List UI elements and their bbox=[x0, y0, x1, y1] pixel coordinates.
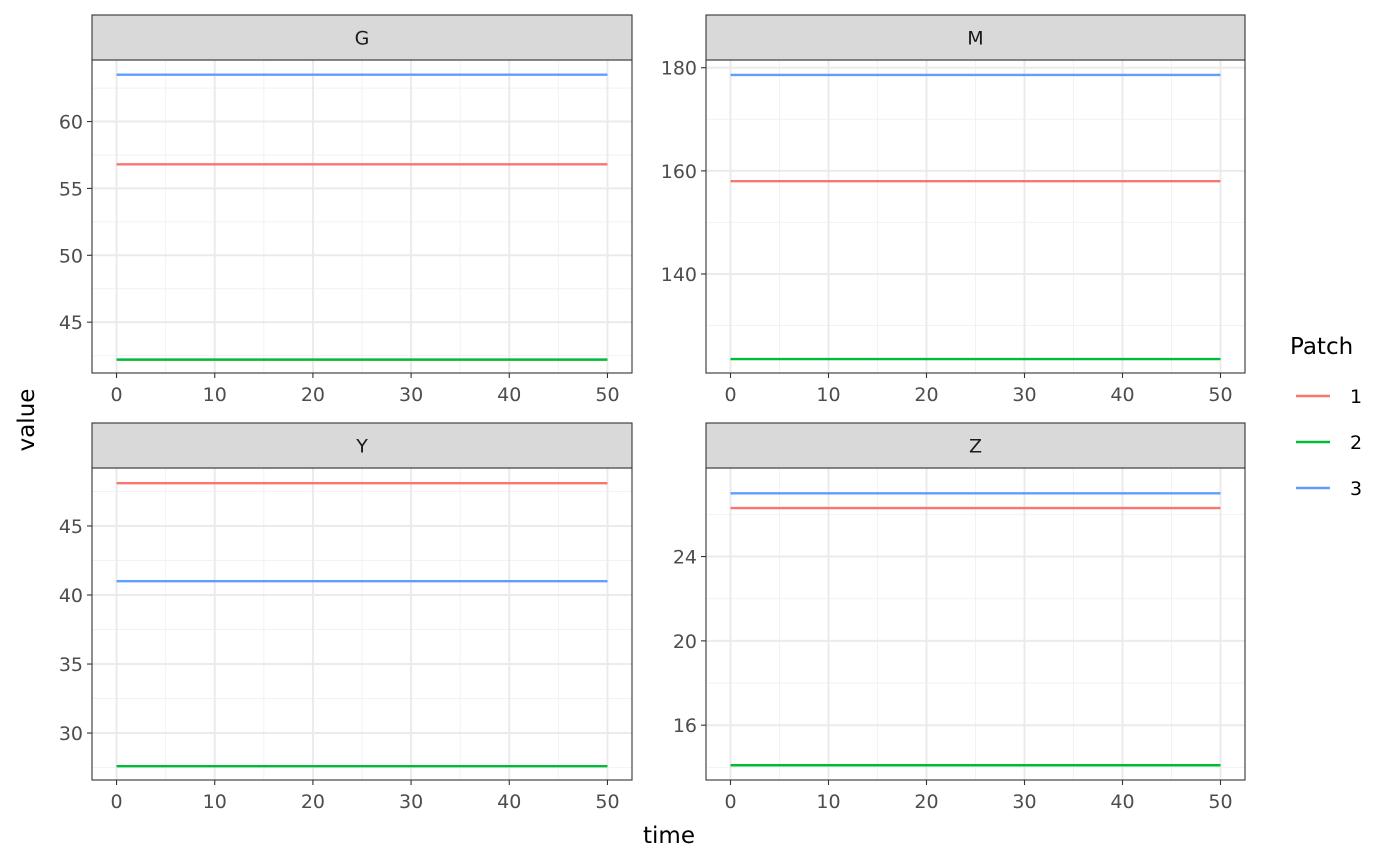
facet-panel-M: M 0 10 20 30 40 50 140 160 180 bbox=[661, 14, 1246, 406]
x-tick-label: 0 bbox=[724, 791, 736, 813]
facet-strip bbox=[705, 422, 1246, 469]
x-tick-label: 40 bbox=[497, 791, 521, 813]
legend-label: 3 bbox=[1350, 478, 1362, 500]
legend-label: 2 bbox=[1350, 432, 1362, 454]
x-tick-label: 40 bbox=[1110, 791, 1134, 813]
y-tick-label: 180 bbox=[661, 58, 697, 80]
x-tick-label: 30 bbox=[1012, 791, 1036, 813]
y-tick-label: 45 bbox=[59, 516, 83, 538]
y-tick-label: 24 bbox=[673, 547, 697, 569]
legend-label: 1 bbox=[1350, 386, 1362, 408]
facet-strip-label: Z bbox=[969, 436, 982, 458]
y-tick-label: 60 bbox=[59, 112, 83, 134]
y-tick-label: 16 bbox=[673, 715, 697, 737]
y-axis-title: value bbox=[14, 389, 40, 452]
x-tick-label: 50 bbox=[1208, 384, 1232, 406]
facet-strip bbox=[705, 14, 1246, 61]
x-tick-label: 50 bbox=[595, 791, 619, 813]
y-tick-label: 160 bbox=[661, 161, 697, 183]
facet-panel-G: G 0 10 20 30 40 50 45 50 55 60 bbox=[59, 14, 633, 406]
facet-strip-label: G bbox=[355, 28, 370, 50]
y-tick-label: 140 bbox=[661, 264, 697, 286]
legend-title: Patch bbox=[1290, 334, 1353, 360]
facet-panel-Z: Z 0 10 20 30 40 50 16 20 24 bbox=[673, 422, 1246, 813]
legend-entry-3: 3 bbox=[1296, 478, 1362, 500]
x-tick-label: 20 bbox=[301, 791, 325, 813]
x-tick-label: 20 bbox=[914, 384, 938, 406]
facet-strip-label: Y bbox=[355, 436, 368, 458]
y-tick-label: 50 bbox=[59, 245, 83, 267]
y-tick-label: 20 bbox=[673, 631, 697, 653]
x-tick-label: 40 bbox=[1110, 384, 1134, 406]
x-tick-label: 0 bbox=[110, 384, 122, 406]
grid-lines bbox=[706, 468, 1245, 780]
x-tick-label: 0 bbox=[724, 384, 736, 406]
x-axis-title: time bbox=[643, 823, 695, 849]
legend: Patch 1 2 3 bbox=[1290, 334, 1362, 500]
x-tick-label: 10 bbox=[203, 384, 227, 406]
x-tick-label: 10 bbox=[816, 791, 840, 813]
x-tick-label: 30 bbox=[399, 791, 423, 813]
facet-strip bbox=[91, 422, 633, 469]
y-tick-label: 30 bbox=[59, 723, 83, 745]
x-tick-label: 50 bbox=[595, 384, 619, 406]
x-tick-label: 20 bbox=[301, 384, 325, 406]
x-tick-label: 20 bbox=[914, 791, 938, 813]
facet-panel-Y: Y 0 10 20 30 40 50 30 35 40 45 bbox=[59, 422, 633, 813]
grid-lines bbox=[706, 60, 1245, 373]
legend-entry-1: 1 bbox=[1296, 386, 1362, 408]
x-tick-label: 0 bbox=[110, 791, 122, 813]
x-tick-label: 40 bbox=[497, 384, 521, 406]
facet-strip bbox=[91, 14, 633, 61]
x-tick-label: 50 bbox=[1208, 791, 1232, 813]
x-tick-label: 30 bbox=[1012, 384, 1036, 406]
y-tick-label: 35 bbox=[59, 654, 83, 676]
facet-strip-label: M bbox=[967, 28, 983, 50]
y-tick-label: 45 bbox=[59, 312, 83, 334]
grid-lines bbox=[92, 468, 632, 780]
y-tick-label: 40 bbox=[59, 585, 83, 607]
x-tick-label: 30 bbox=[399, 384, 423, 406]
x-tick-label: 10 bbox=[203, 791, 227, 813]
y-tick-label: 55 bbox=[59, 178, 83, 200]
grid-lines bbox=[92, 60, 632, 373]
x-tick-label: 10 bbox=[816, 384, 840, 406]
legend-entry-2: 2 bbox=[1296, 432, 1362, 454]
